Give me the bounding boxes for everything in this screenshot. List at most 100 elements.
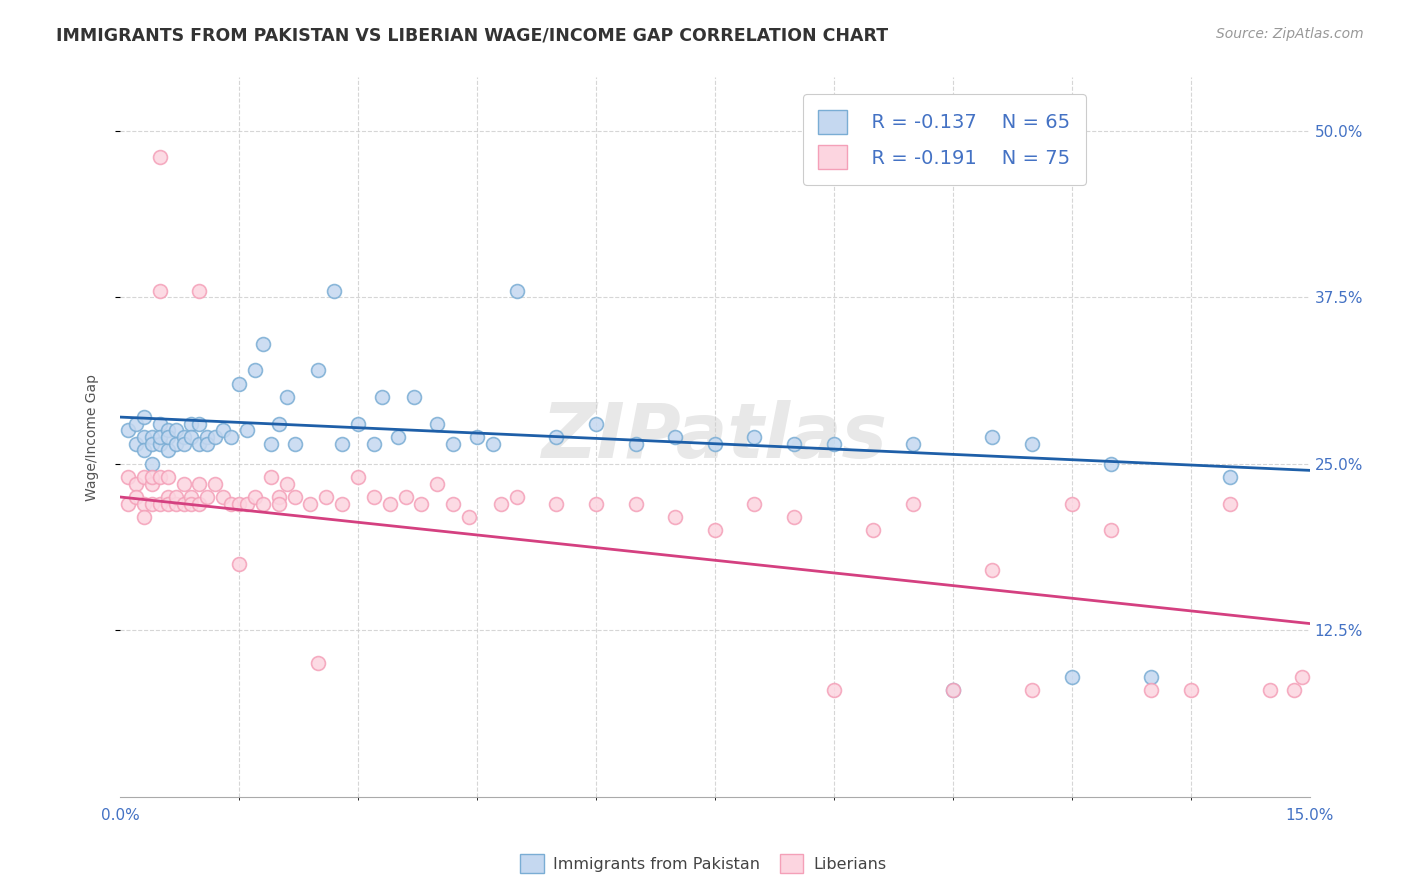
Point <box>180 490 202 504</box>
Point <box>458 510 481 524</box>
Point <box>236 497 259 511</box>
Point <box>267 497 290 511</box>
Point <box>219 497 242 511</box>
Point <box>387 430 409 444</box>
Point <box>1219 497 1241 511</box>
Point <box>188 436 211 450</box>
Point <box>149 470 172 484</box>
Point <box>195 436 218 450</box>
Point <box>149 497 172 511</box>
Point <box>1180 683 1202 698</box>
Legend: Immigrants from Pakistan, Liberians: Immigrants from Pakistan, Liberians <box>513 847 893 880</box>
Point <box>212 424 235 438</box>
Point <box>1099 523 1122 537</box>
Point <box>378 497 401 511</box>
Point <box>267 417 290 431</box>
Point <box>624 497 647 511</box>
Point <box>1140 670 1163 684</box>
Point <box>546 497 568 511</box>
Point <box>426 476 449 491</box>
Text: IMMIGRANTS FROM PAKISTAN VS LIBERIAN WAGE/INCOME GAP CORRELATION CHART: IMMIGRANTS FROM PAKISTAN VS LIBERIAN WAG… <box>56 27 889 45</box>
Point <box>117 424 139 438</box>
Point <box>284 436 307 450</box>
Point <box>284 490 307 504</box>
Point <box>363 490 385 504</box>
Point <box>315 490 337 504</box>
Point <box>1021 436 1043 450</box>
Point <box>465 430 488 444</box>
Point <box>585 417 607 431</box>
Point <box>252 497 274 511</box>
Point <box>228 497 250 511</box>
Point <box>276 476 298 491</box>
Point <box>132 443 155 458</box>
Point <box>402 390 425 404</box>
Point <box>132 510 155 524</box>
Point <box>228 557 250 571</box>
Point <box>156 497 179 511</box>
Point <box>132 497 155 511</box>
Point <box>125 436 148 450</box>
Point <box>188 476 211 491</box>
Point <box>441 436 464 450</box>
Point <box>165 424 187 438</box>
Point <box>195 430 218 444</box>
Point <box>1060 670 1083 684</box>
Point <box>173 436 195 450</box>
Point <box>141 457 163 471</box>
Point <box>783 510 806 524</box>
Point <box>330 497 353 511</box>
Point <box>744 497 766 511</box>
Point <box>307 363 329 377</box>
Point <box>195 490 218 504</box>
Point <box>585 497 607 511</box>
Point <box>132 410 155 425</box>
Point <box>188 417 211 431</box>
Point <box>173 476 195 491</box>
Point <box>252 336 274 351</box>
Point <box>371 390 394 404</box>
Point <box>149 150 172 164</box>
Point <box>624 436 647 450</box>
Point <box>347 417 370 431</box>
Point <box>165 490 187 504</box>
Point <box>243 363 266 377</box>
Point <box>188 284 211 298</box>
Point <box>117 470 139 484</box>
Point <box>1099 457 1122 471</box>
Point <box>901 497 924 511</box>
Point <box>441 497 464 511</box>
Point <box>1060 497 1083 511</box>
Point <box>1291 670 1313 684</box>
Point <box>125 476 148 491</box>
Point <box>347 470 370 484</box>
Point <box>204 476 226 491</box>
Text: Source: ZipAtlas.com: Source: ZipAtlas.com <box>1216 27 1364 41</box>
Point <box>307 657 329 671</box>
Point <box>330 436 353 450</box>
Point <box>188 497 211 511</box>
Point <box>823 436 845 450</box>
Point <box>132 430 155 444</box>
Point <box>149 436 172 450</box>
Point <box>703 523 725 537</box>
Point <box>323 284 346 298</box>
Point <box>132 470 155 484</box>
Point <box>1140 683 1163 698</box>
Point <box>276 390 298 404</box>
Point <box>156 470 179 484</box>
Point <box>299 497 322 511</box>
Point <box>156 490 179 504</box>
Point <box>267 490 290 504</box>
Point <box>942 683 965 698</box>
Point <box>505 490 527 504</box>
Text: ZIPatlas: ZIPatlas <box>541 400 887 474</box>
Point <box>165 436 187 450</box>
Point <box>482 436 505 450</box>
Point <box>260 470 283 484</box>
Point <box>149 284 172 298</box>
Point <box>823 683 845 698</box>
Point <box>125 490 148 504</box>
Point <box>141 470 163 484</box>
Point <box>212 490 235 504</box>
